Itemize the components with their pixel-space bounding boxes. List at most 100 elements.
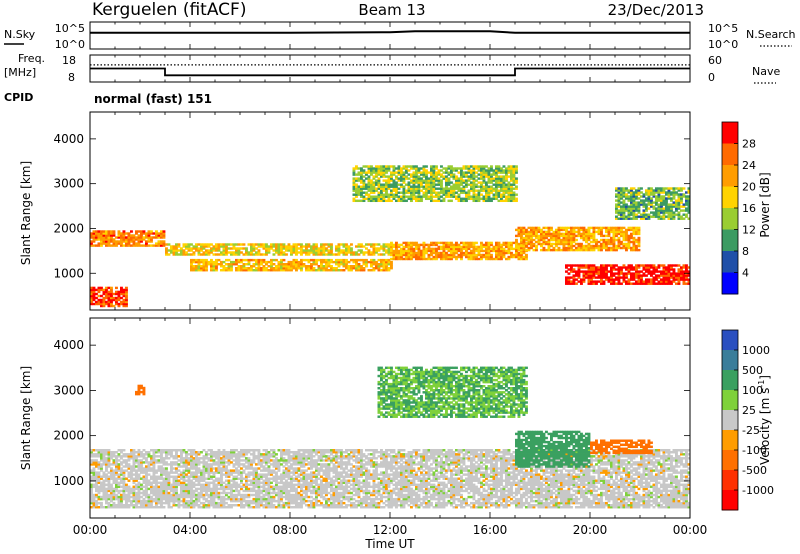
power-cell [312,269,316,272]
velocity-cell [185,459,188,462]
velocity-cell [147,473,151,476]
velocity-cell [165,491,168,495]
power-cell [370,251,373,254]
velocity-cell [142,467,146,470]
power-cell [670,268,673,271]
velocity-cell [102,481,106,485]
velocity-cell [177,481,181,485]
power-cell [462,171,466,174]
power-cell [300,263,303,266]
velocity-cell [185,465,188,468]
power-cell [385,189,388,192]
power-cell [602,240,606,244]
velocity-cell [132,469,136,472]
power-cell [287,245,291,248]
power-cell [647,191,651,194]
power-cell [480,181,483,184]
power-cell [517,246,521,250]
power-cell [360,191,363,194]
power-cell [590,266,593,269]
power-cell [442,175,446,178]
power-cell [380,260,383,264]
power-cell [265,251,268,254]
power-cell [512,193,516,196]
power-cell [552,238,556,242]
power-cell [365,243,368,246]
power-cell [362,185,366,188]
power-cell [495,255,498,259]
velocity-cell [105,475,108,478]
velocity-cell [180,485,183,489]
power-cell [237,269,241,272]
power-cell [620,213,623,216]
power-cell [232,263,236,266]
power-cell [610,228,613,232]
velocity-cell [160,475,163,478]
power-cell [500,255,503,259]
power-cell [362,199,366,203]
power-cell [640,199,643,202]
power-cell [455,191,458,194]
power-cell [130,240,133,243]
velocity-cell [100,504,103,507]
power-cell [400,257,403,261]
velocity-cell [100,481,103,485]
power-cell [632,282,636,285]
power-cell [295,245,298,248]
power-cell [272,267,276,270]
power-cell [527,248,531,252]
freq-left-tick-top: 18 [62,54,76,67]
power-cell [230,263,233,266]
power-cell [600,242,603,246]
power-cell [505,245,508,249]
power-cell [440,175,443,178]
power-cell [465,193,468,196]
power-cell [632,278,636,281]
power-cell [467,251,471,255]
velocity-cell [90,497,93,501]
power-cell [582,232,586,236]
power-cell [540,232,543,236]
velocity-heatmap [90,366,691,509]
power-cell [552,234,556,238]
velocity-cell [200,489,203,493]
power-cell [662,272,666,275]
power-cell [635,201,638,204]
power-cell [432,257,436,261]
power-cell [277,267,281,270]
power-cell [350,253,353,256]
power-cell [677,272,681,275]
power-cell [650,193,653,196]
power-cell [405,245,408,249]
power-cell [657,191,661,194]
power-cell [155,232,158,235]
power-cell [550,234,553,238]
power-cell [570,226,573,230]
power-cell [435,175,438,178]
power-cell [430,253,433,257]
power-cell [625,246,628,250]
power-cell [382,263,386,266]
power-cell [505,187,508,190]
power-cell [105,294,108,298]
power-cell [235,247,238,250]
velocity-cell [105,493,108,497]
power-cell [625,238,628,242]
power-cell [615,193,618,196]
velocity-cell [127,504,131,507]
power-cell [610,230,613,234]
power-cell [535,234,538,238]
power-cell [242,263,246,266]
power-cell [472,247,476,251]
power-cell [495,169,498,172]
power-cell [637,197,641,200]
velocity-cell [122,489,126,493]
power-cell [567,242,571,246]
velocity-cell [147,501,151,505]
power-cell [435,247,438,251]
power-cell [452,195,456,198]
power-cell [420,197,423,201]
velocity-cell [145,453,148,456]
power-cell [492,193,496,196]
velocity-cell [112,471,116,474]
